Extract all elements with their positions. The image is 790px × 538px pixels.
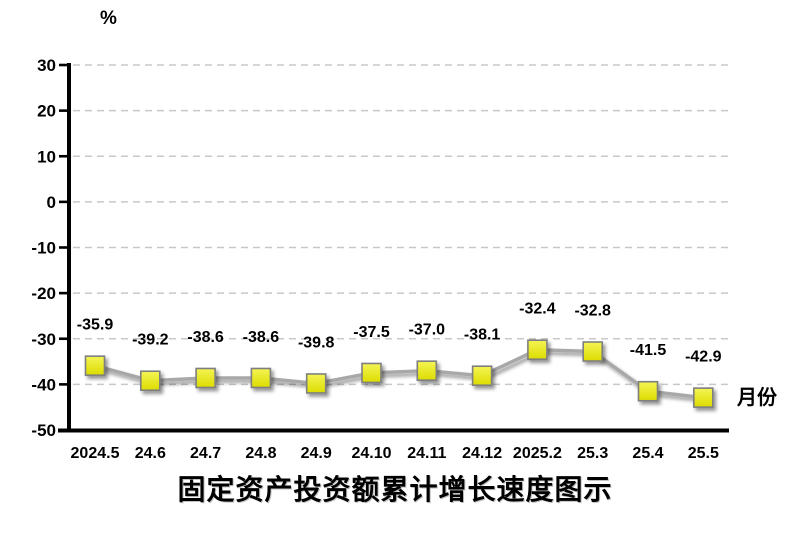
x-tick-label: 24.12 xyxy=(462,445,502,462)
x-tick-label: 2025.2 xyxy=(513,445,562,462)
y-tick-label: -10 xyxy=(31,239,56,258)
data-point-marker xyxy=(140,370,161,392)
x-tick-label: 25.5 xyxy=(688,445,719,462)
y-tick-label: -50 xyxy=(31,421,56,440)
data-label: -38.1 xyxy=(464,327,501,344)
data-label: -32.4 xyxy=(519,301,556,318)
chart-title: 固定资产投资额累计增长速度图示 xyxy=(177,475,613,506)
data-label: -38.6 xyxy=(187,329,224,346)
data-point-marker xyxy=(361,362,382,384)
x-tick-label: 25.4 xyxy=(632,445,663,462)
data-label: -39.8 xyxy=(298,334,335,351)
y-axis-unit-label: % xyxy=(100,8,117,29)
x-tick-label: 24.8 xyxy=(245,445,276,462)
data-label: -35.9 xyxy=(77,317,114,334)
data-point-marker xyxy=(692,387,714,408)
x-tick-label: 24.7 xyxy=(190,445,221,462)
series-line xyxy=(94,347,704,400)
data-point-marker xyxy=(250,367,272,389)
y-tick-label: 10 xyxy=(37,147,56,166)
data-point-marker xyxy=(416,360,438,381)
data-label: -32.8 xyxy=(574,303,611,320)
data-label: -38.6 xyxy=(243,329,280,346)
data-label: -41.5 xyxy=(630,342,667,359)
x-tick-label: 25.3 xyxy=(577,445,608,462)
data-point-marker xyxy=(582,341,604,362)
data-point-marker xyxy=(195,367,216,389)
y-tick-label: -40 xyxy=(31,375,56,394)
data-point-marker xyxy=(84,355,106,376)
y-tick-label: 0 xyxy=(47,193,56,212)
y-tick-label: -30 xyxy=(31,330,56,349)
data-point-marker xyxy=(471,365,493,387)
data-label: -37.0 xyxy=(409,322,446,339)
data-label: -37.5 xyxy=(353,324,390,341)
y-tick-label: -20 xyxy=(31,284,56,303)
x-axis-unit-label: 月份 xyxy=(737,387,777,409)
x-tick-label: 24.11 xyxy=(407,445,446,462)
data-point-marker xyxy=(527,339,548,361)
data-label: -39.2 xyxy=(132,332,169,349)
x-tick-label: 24.9 xyxy=(301,445,332,462)
data-point-marker xyxy=(637,380,659,402)
y-tick-label: 30 xyxy=(37,56,56,75)
x-tick-label: 24.10 xyxy=(351,445,391,462)
x-tick-label: 24.6 xyxy=(135,445,166,462)
data-label: -42.9 xyxy=(685,349,722,366)
x-tick-label: 2024.5 xyxy=(71,445,120,462)
y-tick-label: 20 xyxy=(37,102,56,121)
data-point-marker xyxy=(305,373,327,394)
